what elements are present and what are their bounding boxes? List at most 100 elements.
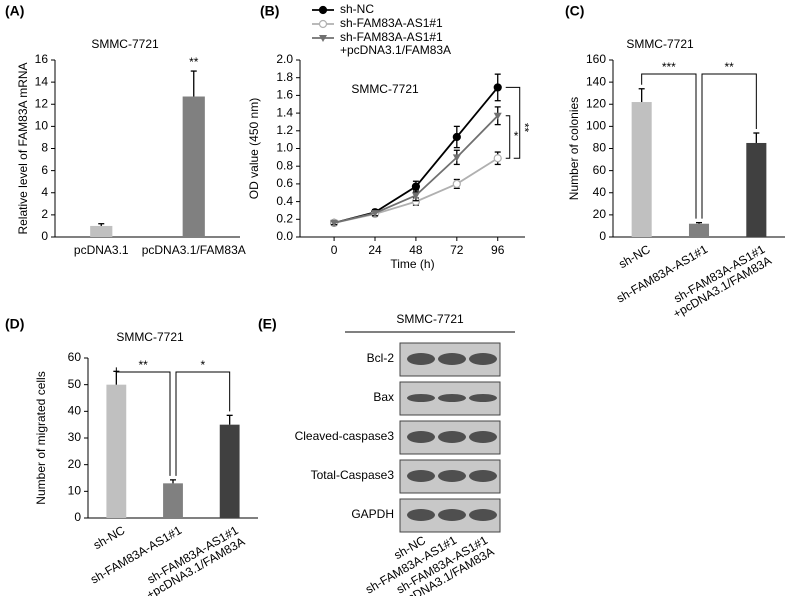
y-tick-label: 80 xyxy=(593,141,607,155)
x-tick-label: 48 xyxy=(409,243,423,257)
x-tick-label: sh-NC xyxy=(91,523,128,552)
y-axis-label: Number of migrated cells xyxy=(34,371,48,504)
marker xyxy=(452,179,461,188)
y-tick-label: 4 xyxy=(41,185,48,199)
y-tick-label: 0.4 xyxy=(276,194,293,208)
marker xyxy=(371,210,379,218)
significance-bracket xyxy=(505,86,521,159)
x-tick-label: 72 xyxy=(450,243,464,257)
x-tick-label: sh-FAM83A-AS1#1+pcDNA3.1/FAM83A xyxy=(664,242,774,321)
y-tick-label: 50 xyxy=(68,377,82,391)
y-tick-label: 100 xyxy=(586,119,606,133)
y-axis-label: OD value (450 nm) xyxy=(247,98,261,199)
bar xyxy=(90,225,113,237)
blot-band xyxy=(438,470,466,482)
significance: ** xyxy=(189,55,199,69)
panel-label: (A) xyxy=(5,3,24,19)
blot-band xyxy=(407,509,435,521)
bar xyxy=(688,223,710,237)
significance: ** xyxy=(518,123,532,133)
blot-band xyxy=(469,470,497,482)
y-tick-label: 0.2 xyxy=(276,211,293,225)
chart-title: SMMC-7721 xyxy=(116,330,184,344)
blot-band xyxy=(469,353,497,365)
blot-row-label: Cleaved-caspase3 xyxy=(295,429,395,443)
legend-marker xyxy=(318,19,328,29)
legend-label: sh-NC xyxy=(340,2,374,16)
y-tick-label: 1.6 xyxy=(276,88,293,102)
y-tick-label: 60 xyxy=(593,163,607,177)
panel-label: (E) xyxy=(258,316,277,332)
blot-band xyxy=(407,470,435,482)
y-tick-label: 16 xyxy=(35,52,49,66)
blot-band xyxy=(407,353,435,365)
significance-bracket xyxy=(505,115,511,159)
y-tick-label: 60 xyxy=(68,350,82,364)
y-tick-label: 2.0 xyxy=(276,52,293,66)
marker xyxy=(452,132,461,142)
y-tick-label: 12 xyxy=(35,96,49,110)
significance: * xyxy=(200,358,205,372)
panel-label: (C) xyxy=(565,3,584,19)
y-tick-label: 0.6 xyxy=(276,176,293,190)
blot-row-label: Total-Caspase3 xyxy=(311,468,395,482)
bar xyxy=(746,142,767,237)
marker xyxy=(452,154,461,162)
y-tick-label: 1.2 xyxy=(276,123,293,137)
marker xyxy=(330,219,339,227)
y-tick-label: 20 xyxy=(68,457,82,471)
x-tick-label: pcDNA3.1 xyxy=(74,243,129,257)
panel-label: (D) xyxy=(5,316,24,332)
legend-marker xyxy=(319,35,327,42)
significance: ** xyxy=(724,60,734,74)
blot-band xyxy=(438,394,466,402)
y-tick-label: 0 xyxy=(74,510,81,524)
y-tick-label: 120 xyxy=(586,96,606,110)
bar xyxy=(219,424,240,518)
blot-band xyxy=(438,509,466,521)
x-axis-label: Time (h) xyxy=(390,257,434,271)
x-tick-label: 0 xyxy=(331,243,338,257)
blot-band xyxy=(469,431,497,443)
y-tick-label: 10 xyxy=(35,119,49,133)
marker xyxy=(411,182,421,191)
blot-row-label: Bax xyxy=(373,390,394,404)
x-tick-label: sh-NC xyxy=(616,242,653,271)
significance: ** xyxy=(138,358,148,372)
y-tick-label: 160 xyxy=(586,52,606,66)
legend-label: sh-FAM83A-AS1#1 +pcDNA3.1/FAM83A xyxy=(340,30,451,57)
legend-marker xyxy=(318,5,328,15)
marker xyxy=(493,83,502,92)
significance: *** xyxy=(662,60,676,74)
x-tick-label: 24 xyxy=(368,243,382,257)
blot-row-label: Bcl-2 xyxy=(367,351,395,365)
chart-title: SMMC-7721 xyxy=(626,37,694,51)
blot-band xyxy=(407,431,435,443)
y-tick-label: 40 xyxy=(593,185,607,199)
y-tick-label: 0.0 xyxy=(276,229,293,243)
y-tick-label: 0 xyxy=(41,229,48,243)
y-tick-label: 0.8 xyxy=(276,158,293,172)
legend-label: sh-FAM83A-AS1#1 xyxy=(340,16,443,30)
marker xyxy=(493,112,502,120)
y-tick-label: 1.8 xyxy=(276,70,293,84)
marker xyxy=(493,154,502,163)
y-tick-label: 30 xyxy=(68,430,82,444)
bar xyxy=(163,483,183,518)
series-line xyxy=(333,115,499,224)
significance-bracket xyxy=(701,73,757,219)
y-tick-label: 20 xyxy=(593,207,607,221)
y-tick-label: 0 xyxy=(599,229,606,243)
y-tick-label: 140 xyxy=(586,74,606,88)
blot-band xyxy=(469,509,497,521)
y-tick-label: 1.4 xyxy=(276,105,293,119)
blot-band xyxy=(407,394,435,402)
y-tick-label: 6 xyxy=(41,163,48,177)
bar xyxy=(106,384,127,518)
blot-title: SMMC-7721 xyxy=(396,312,464,326)
panel-label: (B) xyxy=(260,3,279,19)
bar xyxy=(631,102,652,237)
significance: * xyxy=(514,129,519,143)
significance-bracket xyxy=(175,371,231,476)
